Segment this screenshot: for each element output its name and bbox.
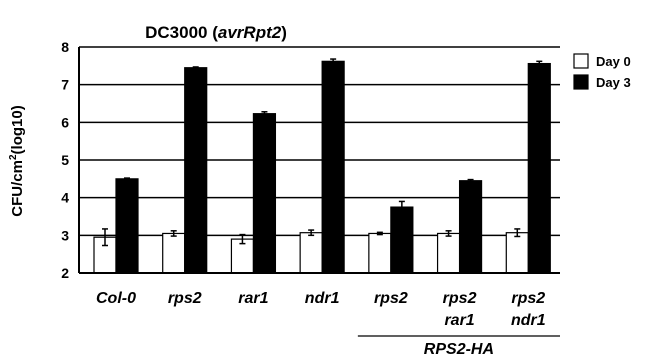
x-axis-categories: Col-0 rps2 rar1 ndr1 rps2 rps2 rar1 rps2 ndr1 bbox=[96, 290, 546, 329]
y-tick-label: 8 bbox=[61, 39, 69, 55]
gridlines bbox=[79, 46, 560, 237]
bar-day3 bbox=[184, 67, 208, 274]
x-category-label: ndr1 bbox=[511, 312, 546, 329]
error-bar bbox=[445, 230, 452, 237]
error-bar bbox=[261, 111, 268, 117]
legend-label: Day 0 bbox=[596, 54, 631, 69]
x-category-label: ndr1 bbox=[305, 290, 340, 307]
bar-day3 bbox=[252, 113, 277, 274]
x-category-label: rps2 bbox=[511, 290, 545, 307]
y-tick-label: 3 bbox=[61, 227, 69, 243]
legend-swatch-day3 bbox=[573, 74, 589, 90]
bar-day0 bbox=[299, 232, 323, 274]
legend: Day 0 Day 3 bbox=[573, 53, 631, 90]
error-bar bbox=[170, 230, 177, 237]
x-category-label: rar1 bbox=[444, 312, 474, 329]
y-tick-label: 5 bbox=[61, 152, 69, 168]
bars bbox=[93, 60, 551, 274]
y-tick-label: 2 bbox=[61, 265, 69, 281]
x-category-label: rps2 bbox=[443, 290, 477, 307]
error-bar bbox=[192, 66, 199, 70]
y-axis-ticks: 2 3 4 5 6 7 8 bbox=[61, 39, 69, 281]
bar-day0 bbox=[368, 232, 392, 274]
y-tick-label: 7 bbox=[61, 77, 69, 93]
error-bar bbox=[330, 58, 337, 65]
error-bar bbox=[239, 233, 246, 245]
error-bar bbox=[308, 229, 315, 237]
error-bar bbox=[124, 177, 130, 181]
bar-day3 bbox=[390, 206, 414, 274]
bar-day0 bbox=[162, 232, 186, 274]
y-tick-label: 6 bbox=[61, 114, 69, 130]
bar-day3 bbox=[527, 62, 551, 274]
error-bar bbox=[376, 231, 383, 236]
error-bar bbox=[536, 60, 543, 67]
bar-day3 bbox=[458, 180, 483, 274]
y-axis-label: CFU/cm2(log10) bbox=[8, 105, 26, 216]
y-tick-label: 4 bbox=[61, 190, 69, 206]
legend-label: Day 3 bbox=[596, 75, 631, 90]
x-category-label: rar1 bbox=[238, 290, 268, 307]
error-bar bbox=[102, 228, 108, 247]
bar-day0 bbox=[505, 232, 529, 274]
bar-day0 bbox=[436, 232, 461, 274]
x-category-label: Col-0 bbox=[96, 290, 136, 307]
legend-swatch-day0 bbox=[573, 53, 589, 69]
x-category-label: rps2 bbox=[374, 290, 408, 307]
group-label: RPS2-HA bbox=[424, 341, 494, 358]
error-bar bbox=[514, 228, 521, 238]
error-bar bbox=[398, 200, 405, 214]
chart-title: DC3000 (avrRpt2) bbox=[145, 23, 287, 42]
error-bar bbox=[467, 178, 474, 183]
error-bars bbox=[102, 58, 543, 247]
bar-day3 bbox=[115, 178, 139, 274]
x-category-label: rps2 bbox=[168, 290, 202, 307]
bar-day3 bbox=[321, 60, 345, 274]
